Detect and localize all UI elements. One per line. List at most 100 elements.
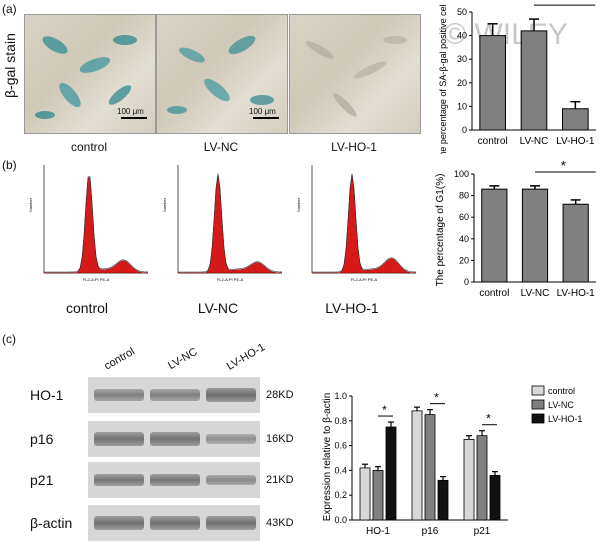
fit-curve: [178, 173, 283, 273]
y-tick-label: 0: [462, 125, 467, 135]
flow-ylabel: Number: [28, 197, 33, 212]
size-label: 43KD: [266, 517, 294, 529]
blot-strip: [88, 462, 260, 498]
bar-p21-LV-NC: [476, 435, 488, 521]
size-label: 16KD: [266, 433, 294, 445]
x-tick-label: p16: [422, 526, 439, 537]
bar-p16-control: [411, 410, 423, 521]
lane-labels: control LV-NC LV-HO-1: [85, 341, 285, 375]
micrograph-control: 100 μm: [24, 14, 156, 134]
y-tick-label: 20: [459, 255, 469, 265]
flow-xlabel: FL2-A:PI PE-A: [351, 277, 378, 282]
micrograph-lvnc: 100 μm: [156, 14, 288, 134]
legend-swatch: [531, 413, 545, 424]
micrograph-lvho1: [289, 14, 421, 134]
flow-xlabel: FL2-A:PI PE-A: [217, 277, 244, 282]
legend-label: control: [548, 386, 575, 396]
flow-condition-control: control: [65, 300, 109, 316]
protein-label: β-actin: [30, 515, 73, 531]
scale-bar: [121, 117, 147, 119]
flow-histogram: FL2-A:PI PE-A Number: [162, 165, 283, 282]
g1-peak: [178, 174, 283, 274]
y-tick-label: 100: [454, 169, 469, 179]
blot-band: [150, 516, 200, 530]
blot-band: [150, 432, 200, 446]
x-tick-label: p21: [474, 526, 491, 537]
y-tick-label: 0: [464, 277, 469, 287]
bar-LV-NC: [521, 188, 549, 283]
y-tick-label: 40: [459, 234, 469, 244]
blot-band: [206, 388, 256, 402]
legend-swatch: [531, 399, 545, 410]
chart-b-plot: 0 20 40 60 80 100 control LV-NC LV-HO-1 *: [454, 160, 596, 299]
y-tick-label: 60: [459, 212, 469, 222]
y-tick-label: 0.6: [334, 441, 347, 451]
x-tick-label: control: [479, 288, 509, 299]
panel-label-c: (c): [2, 332, 16, 346]
chart-g1: The percentage of G1(%) 0 20 40 60 80 100 cont…: [435, 160, 596, 299]
bar-HO-1-control: [359, 467, 371, 521]
blot-band: [206, 516, 256, 530]
g1-peak: [44, 177, 149, 274]
chart-expression: Expression relative to β-actin 0.0 0.2 0.4…: [322, 385, 582, 537]
fit-curve: [312, 173, 417, 273]
blot-band: [94, 389, 144, 401]
bar-p16-LV-HO-1: [437, 479, 449, 521]
protein-label: HO-1: [30, 387, 64, 403]
bar-p21-control: [463, 439, 475, 521]
flow-condition-lvnc: LV-NC: [197, 300, 239, 316]
legend-label: LV-NC: [548, 400, 574, 410]
y-tick-label: 40: [457, 31, 467, 41]
significance-star: *: [552, 4, 557, 6]
chart-sa-bgal: © WILEY The percentage of SA-β-gal posit…: [438, 4, 596, 154]
chart-a-ylabel: The percentage of SA-β-gal positive cell…: [438, 4, 448, 154]
cells-lvnc: [167, 35, 274, 114]
bar-p21-LV-HO-1: [489, 474, 501, 521]
flow-ylabel: Number: [162, 197, 167, 212]
bar-HO-1-LV-NC: [372, 470, 384, 521]
blot-band: [150, 389, 200, 401]
legend: control LV-NC LV-HO-1: [531, 385, 582, 424]
cells-lvho1: [306, 36, 407, 117]
chart-c-ylabel: Expression relative to β-actin: [322, 393, 333, 522]
panel-label-a: (a): [2, 2, 17, 16]
significance-star: *: [434, 391, 439, 405]
bar-p16-LV-NC: [424, 414, 436, 521]
x-tick-label: LV-NC: [521, 288, 550, 299]
blot-band: [206, 434, 256, 444]
y-tick-label: 0.8: [334, 416, 347, 426]
g1-peak: [312, 174, 417, 274]
y-tick-label: 1.0: [334, 391, 347, 401]
lane-label-control: control: [102, 345, 137, 373]
protein-label: p16: [30, 431, 54, 447]
protein-label: p21: [30, 472, 54, 488]
cells-control: [35, 35, 137, 119]
flow-xlabel: FL2-A:PI PE-A: [83, 277, 110, 282]
significance-star: *: [561, 160, 566, 173]
legend-swatch: [531, 385, 545, 396]
blot-strip: [88, 421, 260, 457]
x-tick-label: control: [478, 136, 508, 147]
bar-control: [481, 188, 508, 283]
y-tick-label: 20: [457, 78, 467, 88]
scale-bar: [253, 117, 279, 119]
chart-c-plot: 0.0 0.2 0.4 0.6 0.8 1.0 * HO-1 * p16 * p21 control LV…: [334, 385, 582, 537]
y-tick-label: 0.0: [334, 515, 347, 525]
y-tick-label: 0.4: [334, 465, 347, 475]
chart-a-plot: 0 10 20 30 40 50 control LV-NC LV-HO-1 *: [457, 4, 596, 147]
bar-control: [479, 35, 506, 131]
flow-condition-lvho1: LV-HO-1: [325, 300, 379, 316]
scale-bar-label: 100 μm: [249, 107, 276, 116]
size-label: 28KD: [266, 389, 294, 401]
blot-band: [150, 473, 200, 487]
blot-band: [94, 473, 144, 487]
blot-band: [206, 474, 256, 486]
blot-strip: [88, 505, 260, 541]
panel-label-b: (b): [2, 158, 17, 172]
flow-ylabel: Number: [296, 197, 301, 212]
bar-HO-1-LV-HO-1: [385, 426, 397, 521]
y-tick-label: 10: [457, 101, 467, 111]
blot-band: [94, 432, 144, 446]
